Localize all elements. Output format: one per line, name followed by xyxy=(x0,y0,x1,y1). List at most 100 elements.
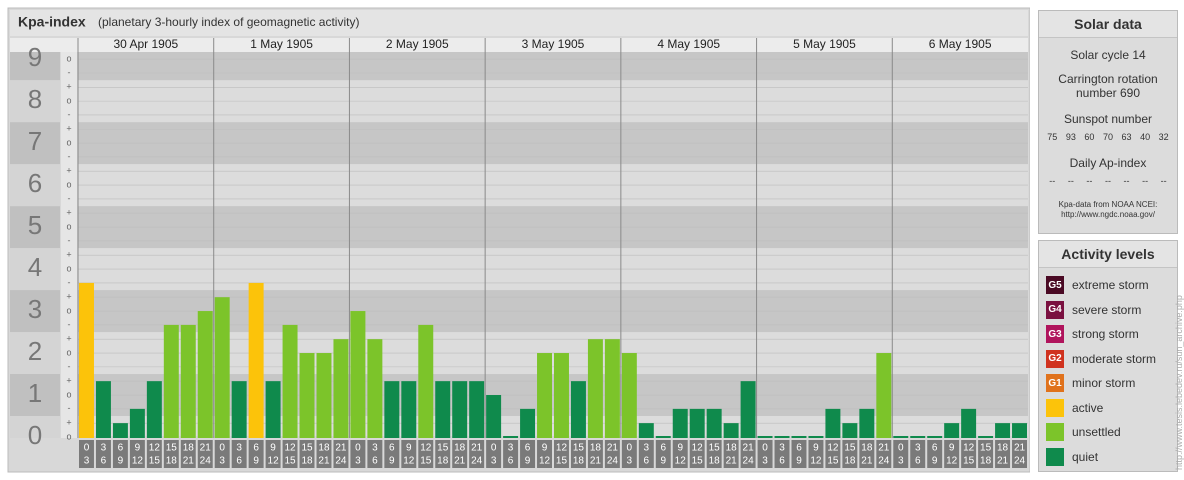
x-tick-label: 15 xyxy=(301,443,313,454)
day-label: 6 May 1905 xyxy=(929,37,992,51)
y-label-band xyxy=(10,416,60,438)
bar xyxy=(384,381,400,438)
x-tick-label: 9 xyxy=(660,456,666,467)
x-tick-box xyxy=(757,440,773,468)
day-label: 1 May 1905 xyxy=(250,37,313,51)
bar xyxy=(367,339,383,438)
bar xyxy=(486,395,502,438)
bar xyxy=(978,436,994,438)
x-tick-label: 15 xyxy=(166,443,178,454)
x-tick-box xyxy=(95,440,111,468)
bar xyxy=(791,436,807,438)
x-tick-box xyxy=(435,440,451,468)
x-tick-box xyxy=(350,440,366,468)
bar xyxy=(299,353,315,438)
x-tick-label: 12 xyxy=(963,443,975,454)
bar xyxy=(808,436,824,438)
minor-tick-label: o xyxy=(66,179,71,189)
x-tick-label: 24 xyxy=(1014,456,1026,467)
x-tick-label: 18 xyxy=(166,456,178,467)
minor-tick-label: o xyxy=(66,95,71,105)
y-tick-label: 7 xyxy=(28,126,42,156)
legend-entry: unsettled xyxy=(1039,420,1177,445)
x-tick-label: 21 xyxy=(335,443,347,454)
day-label: 2 May 1905 xyxy=(386,37,449,51)
y-label-band xyxy=(10,374,60,417)
x-tick-label: 6 xyxy=(644,456,650,467)
x-tick-label: 0 xyxy=(84,443,90,454)
x-tick-box xyxy=(1012,440,1027,468)
minor-tick-label: + xyxy=(66,82,71,92)
ap-row: -- -- -- -- -- -- -- xyxy=(1043,176,1173,186)
minor-tick-label: + xyxy=(66,208,71,218)
y-tick-label: 9 xyxy=(28,42,42,72)
x-tick-label: 21 xyxy=(200,443,212,454)
x-tick-box xyxy=(520,440,536,468)
bar xyxy=(859,408,875,438)
bar xyxy=(537,353,552,438)
sunspot-number: 40 xyxy=(1140,132,1151,142)
y-label-band xyxy=(10,290,60,333)
legend-swatch: G1 xyxy=(1046,374,1064,393)
bar xyxy=(180,324,196,438)
x-tick-label: 21 xyxy=(318,456,330,467)
x-tick-label: 21 xyxy=(471,443,483,454)
bar xyxy=(672,408,688,438)
x-tick-label: 6 xyxy=(915,456,921,467)
sunspot-number: 63 xyxy=(1121,132,1132,142)
x-tick-label: 15 xyxy=(420,456,432,467)
x-tick-label: 6 xyxy=(508,456,514,467)
minor-tick-label: - xyxy=(68,109,71,119)
x-tick-label: 21 xyxy=(607,443,619,454)
x-tick-box xyxy=(231,440,247,468)
bar xyxy=(231,381,247,438)
x-tick-box xyxy=(112,440,128,468)
x-tick-label: 12 xyxy=(827,443,839,454)
x-tick-box xyxy=(893,440,909,468)
x-tick-box xyxy=(723,440,739,468)
x-tick-label: 18 xyxy=(454,443,466,454)
x-tick-label: 3 xyxy=(627,456,633,467)
day-label: 4 May 1905 xyxy=(657,37,720,51)
ap-title: Daily Ap-index xyxy=(1069,156,1147,170)
minor-tick-label: + xyxy=(66,334,71,344)
x-tick-box xyxy=(469,440,485,468)
legend-label: strong storm xyxy=(1072,327,1139,342)
x-tick-label: 18 xyxy=(980,456,992,467)
x-tick-label: 15 xyxy=(844,443,856,454)
x-tick-label: 15 xyxy=(573,443,585,454)
x-tick-label: 12 xyxy=(946,456,958,467)
y-label-band xyxy=(10,206,60,249)
sunspot-number: 32 xyxy=(1158,132,1169,142)
x-tick-label: 12 xyxy=(149,443,161,454)
legend-label: minor storm xyxy=(1072,376,1136,391)
x-tick-label: 18 xyxy=(997,443,1009,454)
bar xyxy=(638,423,654,438)
x-tick-label: 0 xyxy=(219,443,225,454)
x-tick-label: 24 xyxy=(471,456,483,467)
x-tick-box xyxy=(214,440,230,468)
legend-swatch: G4 xyxy=(1046,300,1064,319)
bar xyxy=(621,353,637,438)
minor-tick-label: - xyxy=(68,403,71,413)
bar xyxy=(79,282,94,438)
x-tick-box xyxy=(927,440,943,468)
x-tick-label: 9 xyxy=(135,443,141,454)
x-tick-label: 0 xyxy=(762,443,768,454)
sunspot-number: 60 xyxy=(1084,132,1095,142)
bar xyxy=(146,381,162,438)
x-tick-box xyxy=(180,440,196,468)
bar xyxy=(265,381,281,438)
minor-tick-label: o xyxy=(66,137,71,147)
x-tick-label: 12 xyxy=(403,456,415,467)
sunspot-title: Sunspot number xyxy=(1063,112,1153,126)
bar xyxy=(248,282,264,438)
sunspot-number: 93 xyxy=(1065,132,1076,142)
x-tick-box xyxy=(995,440,1011,468)
x-tick-label: 18 xyxy=(844,456,856,467)
legend-swatch: G3 xyxy=(1046,325,1064,344)
ap-value: -- xyxy=(1123,176,1130,186)
x-tick-label: 0 xyxy=(355,443,361,454)
x-tick-box xyxy=(842,440,858,468)
